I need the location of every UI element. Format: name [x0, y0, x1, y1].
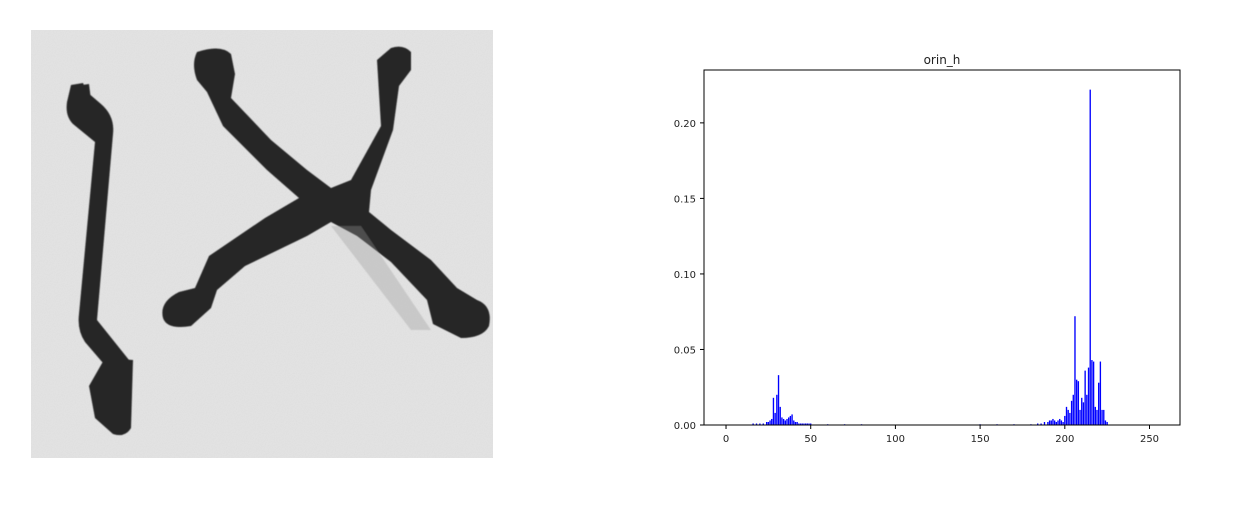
histogram-bar — [779, 406, 781, 425]
x-tick-label: 150 — [971, 434, 990, 445]
histogram-bar — [1077, 381, 1080, 425]
histogram-bar — [1067, 409, 1069, 425]
histogram-bar — [1043, 421, 1046, 425]
histogram-bar — [752, 423, 754, 425]
histogram-bar — [1047, 421, 1049, 425]
histogram-bar — [801, 423, 803, 425]
histogram-bar — [772, 397, 775, 425]
histogram-bar — [1072, 394, 1074, 425]
histogram-bar — [1037, 423, 1039, 425]
histogram-bar — [774, 412, 776, 425]
histogram-bar — [1089, 89, 1091, 425]
x-axis: 0 50 100 150 200 250 — [723, 425, 1159, 445]
y-tick-label: 0.10 — [674, 270, 696, 281]
histogram-bar — [804, 423, 807, 425]
shapes-photo — [31, 30, 493, 458]
y-tick-label: 0.00 — [674, 421, 696, 432]
histogram-bar — [803, 423, 805, 425]
histogram-bar — [1055, 421, 1058, 425]
histogram-bar — [1070, 400, 1073, 425]
histogram-bar — [769, 420, 771, 425]
y-tick-label: 0.15 — [674, 194, 696, 205]
histogram-bar — [762, 423, 764, 425]
y-tick-label: 0.20 — [674, 119, 696, 130]
histogram-bar — [1084, 370, 1086, 425]
histogram-bar — [806, 423, 809, 425]
histogram-bar — [1096, 409, 1098, 425]
plot-frame — [703, 69, 1181, 426]
histogram-bar — [776, 394, 778, 425]
histogram-bar — [1069, 412, 1071, 425]
histogram-bar — [1064, 415, 1066, 425]
histogram-bar — [1103, 409, 1105, 425]
histogram-bar — [1079, 409, 1081, 425]
bars-group — [752, 89, 1108, 425]
histogram-chart: orin_h 0 50 100 150 200 250 0.00 0.05 0.10 0.15 0… — [640, 40, 1200, 460]
histogram-bar — [1048, 420, 1051, 425]
histogram-bar — [794, 421, 797, 425]
histogram-bar — [759, 423, 761, 425]
histogram-bar — [808, 423, 810, 425]
histogram-bar — [765, 421, 768, 425]
histogram-bar — [1101, 409, 1103, 425]
histogram-bar — [1104, 420, 1107, 425]
histogram-bar — [1052, 418, 1054, 425]
histogram-bar — [1053, 420, 1056, 425]
histogram-bar — [798, 423, 800, 425]
histogram-bar — [755, 423, 758, 425]
histogram-bar — [793, 420, 795, 425]
histogram-bar — [1075, 379, 1078, 425]
histogram-bar — [1081, 397, 1083, 425]
histogram-bar — [1106, 421, 1108, 425]
photo-panel — [31, 30, 493, 458]
histogram-bar — [1087, 367, 1090, 425]
x-tick-label: 200 — [1055, 434, 1074, 445]
histogram-bar — [767, 421, 770, 425]
histogram-bar — [784, 420, 786, 425]
histogram-bar — [1091, 360, 1093, 425]
chart-title: orin_h — [924, 53, 961, 67]
histogram-bar — [786, 418, 788, 425]
histogram-bar — [796, 421, 798, 425]
histogram-bar — [1057, 420, 1059, 425]
x-tick-label: 0 — [723, 434, 729, 445]
histogram-bar — [1065, 406, 1068, 425]
histogram-bar — [1092, 361, 1095, 425]
histogram-bar — [1082, 402, 1085, 425]
histogram-bar — [1062, 421, 1064, 425]
histogram-bar — [1098, 382, 1100, 425]
left-bent-bar — [66, 83, 133, 436]
histogram-bar — [1094, 406, 1096, 425]
histogram-bar — [771, 418, 773, 425]
histogram-bar — [1060, 420, 1063, 425]
y-axis: 0.00 0.05 0.10 0.15 0.20 — [674, 119, 704, 432]
histogram-bar — [791, 414, 793, 425]
histogram-bar — [1059, 418, 1061, 425]
histogram-bar — [1040, 423, 1042, 425]
histogram-bar — [799, 423, 802, 425]
histogram-bar — [1099, 361, 1102, 425]
histogram-bar — [1074, 316, 1076, 425]
histogram-bar — [777, 375, 780, 425]
x-shaped-bar — [162, 46, 490, 339]
histogram-bar — [788, 417, 790, 425]
histogram-bar — [810, 423, 812, 425]
y-tick-label: 0.05 — [674, 345, 696, 356]
chart-svg: orin_h 0 50 100 150 200 250 0.000.050.100.150… — [674, 53, 1181, 445]
histogram-bar — [789, 415, 792, 425]
x-tick-label: 250 — [1140, 434, 1159, 445]
histogram-bar — [782, 418, 785, 425]
histogram-bar — [1050, 420, 1052, 425]
x-tick-label: 50 — [804, 434, 817, 445]
x-tick-label: 100 — [886, 434, 905, 445]
histogram-bar — [1086, 394, 1088, 425]
histogram-bar — [781, 417, 783, 425]
